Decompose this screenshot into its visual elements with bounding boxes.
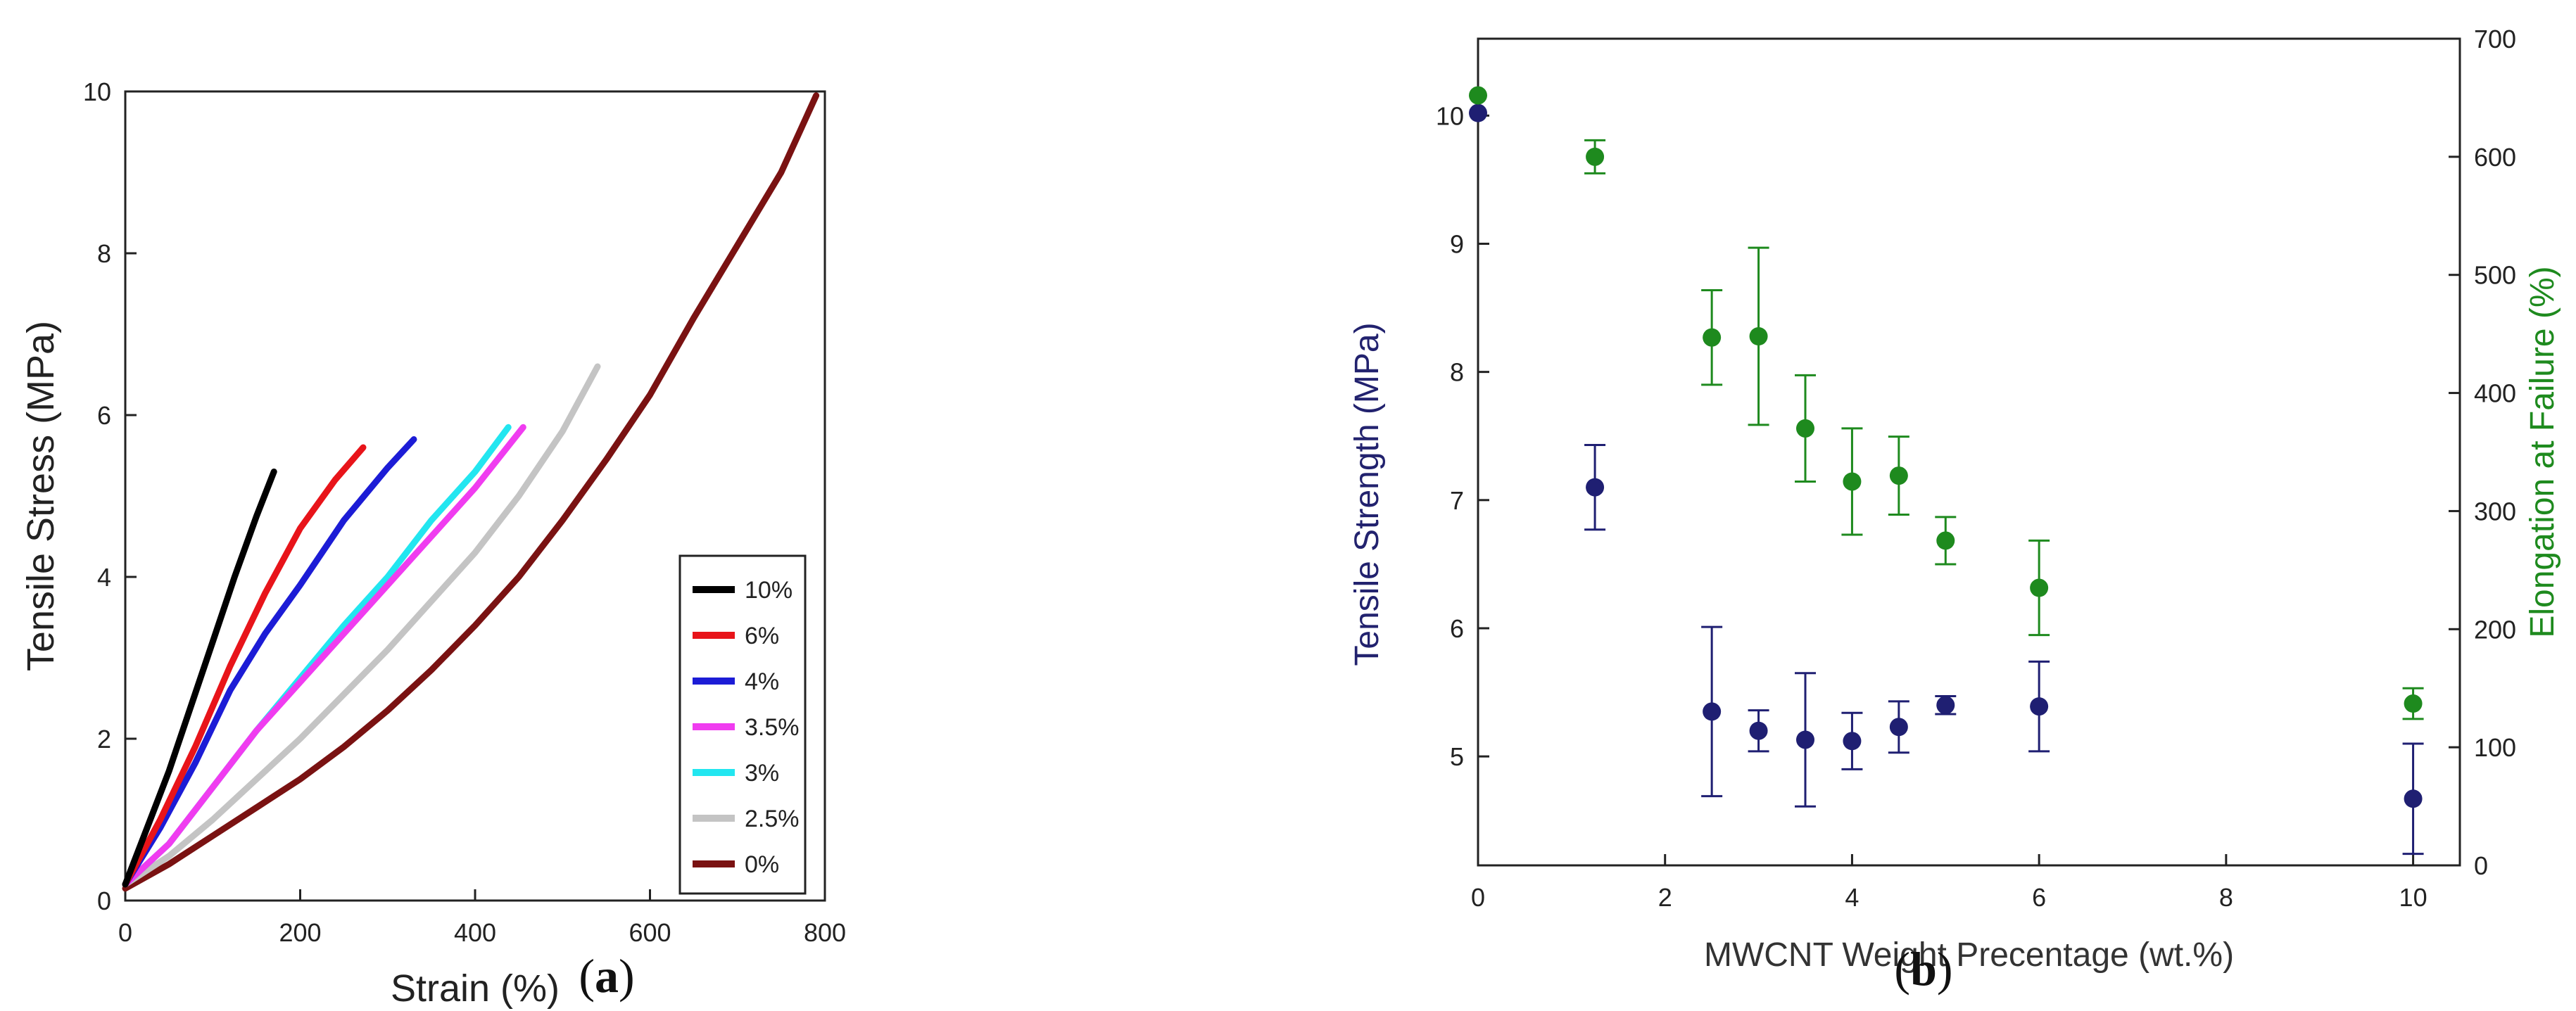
chart-a-stress-strain: 0 200 400 600 800 0 2 4 6 8 10 Strain (%) Tensile St… [20, 77, 846, 1010]
chart-b-y-axis-label: Tensile Strength (MPa) [1349, 322, 1386, 666]
chart-a-y-axis-label: Tensile Stress (MPa) [20, 321, 62, 671]
chart-b-x-tick-label-8: 8 [2219, 883, 2233, 912]
chart-a-legend-label-2-5: 2.5% [745, 806, 800, 832]
chart-b-x-tick-label-0: 0 [1471, 883, 1485, 912]
chart-b-y2-tick-label-500: 500 [2474, 261, 2516, 290]
chart-b-elongation-point-6 [2030, 578, 2049, 597]
chart-b-strength-point-0 [1469, 103, 1487, 122]
panel-label-a-open: ( [579, 949, 595, 1003]
chart-b-strength-point-5 [1936, 696, 1955, 715]
chart-b-strength-point-3-5 [1796, 730, 1814, 749]
panel-label-a-close: ) [619, 949, 635, 1003]
chart-a-legend-label-6: 6% [745, 623, 779, 649]
chart-b-y2-axis-label: Elongation at Failure (%) [2524, 266, 2561, 637]
chart-b-y-tick-label-8: 8 [1450, 358, 1464, 387]
chart-a-x-tick-label-0: 0 [118, 918, 132, 947]
chart-a-legend-label-10: 10% [745, 577, 793, 604]
chart-b-x-tick-label-6: 6 [2032, 883, 2046, 912]
chart-a-series-line-6 [122, 444, 367, 888]
chart-b-elongation-point-10 [2404, 694, 2423, 713]
chart-b-elongation-point-4 [1843, 472, 1862, 491]
chart-a-y-tick-label-8: 8 [97, 239, 111, 268]
chart-b-y-tick-label-9: 9 [1450, 229, 1464, 258]
chart-b-y-tick-label-6: 6 [1450, 614, 1464, 643]
chart-b-strength-point-1-25 [1586, 478, 1605, 497]
chart-a-x-tick-label-400: 400 [454, 918, 496, 947]
chart-a-series-line-3-5 [122, 424, 526, 888]
chart-b-y-tick-label-7: 7 [1450, 486, 1464, 515]
chart-a-x-tick-label-200: 200 [279, 918, 321, 947]
chart-a-series-line-3 [122, 424, 512, 888]
chart-a-legend-label-0: 0% [745, 851, 779, 878]
chart-a-y-tick-label-4: 4 [97, 563, 111, 592]
chart-b-strength-point-4-5 [1889, 718, 1908, 737]
chart-b-y2-tick-label-300: 300 [2474, 497, 2516, 526]
chart-b-x-tick-label-10: 10 [2399, 883, 2427, 912]
panel-label-b-letter: b [1910, 942, 1937, 996]
chart-b-y2-tick-label-200: 200 [2474, 615, 2516, 644]
chart-b-y2-tick-label-600: 600 [2474, 143, 2516, 172]
chart-b-y-tick-label-5: 5 [1450, 742, 1464, 771]
chart-a-y-tick-label-2: 2 [97, 725, 111, 754]
chart-b-strength-point-6 [2030, 697, 2049, 716]
chart-b-y2-tick-label-700: 700 [2474, 25, 2516, 53]
chart-b-y2-tick-label-100: 100 [2474, 733, 2516, 762]
chart-a-y-tick-label-6: 6 [97, 401, 111, 430]
panel-label-a: (a) [579, 949, 634, 1003]
chart-b-elongation-point-1-25 [1586, 147, 1605, 166]
panel-label-a-letter: a [595, 949, 619, 1003]
chart-b-x-tick-label-4: 4 [1845, 883, 1859, 912]
chart-a-series-line-4 [122, 436, 417, 888]
chart-a-y-tick-label-0: 0 [97, 886, 111, 915]
chart-a-series-line-0 [122, 92, 820, 892]
panel-label-b-close: ) [1937, 942, 1953, 996]
chart-b-strength-point-10 [2404, 789, 2423, 808]
chart-b-elongation-point-0 [1469, 86, 1487, 105]
chart-a-legend-label-4: 4% [745, 668, 779, 695]
chart-b-elongation-point-2-5 [1703, 328, 1722, 347]
svg-text:(a): (a) [579, 949, 634, 1003]
chart-b-elongation-point-5 [1936, 531, 1955, 550]
chart-a-x-tick-label-600: 600 [629, 918, 671, 947]
chart-b-elongation-point-3-5 [1796, 419, 1814, 438]
chart-b-strength-point-4 [1843, 732, 1862, 751]
chart-a-x-axis-label: Strain (%) [391, 967, 560, 1010]
panel-label-b: (b) [1894, 942, 1952, 996]
chart-b-elongation-point-4-5 [1889, 466, 1908, 485]
chart-b-strength-point-2-5 [1703, 702, 1722, 721]
chart-b-x-tick-label-2: 2 [1658, 883, 1672, 912]
chart-b-y2-tick-label-0: 0 [2474, 851, 2488, 880]
chart-b-x-axis-label: MWCNT Weight Precentage (wt.%) [1704, 936, 2234, 974]
chart-b-y2-tick-label-400: 400 [2474, 379, 2516, 408]
chart-b-strength-point-3 [1749, 721, 1768, 740]
chart-b-strength-elongation: 0 2 4 6 8 1056789100100200300400500600700MWCN… [1349, 25, 2561, 974]
chart-b-y-tick-label-10: 10 [1436, 101, 1464, 130]
chart-a-legend-label-3: 3% [745, 760, 779, 787]
svg-text:(b): (b) [1894, 942, 1952, 996]
chart-a-y-tick-label-10: 10 [83, 77, 111, 106]
chart-a-x-tick-label-800: 800 [804, 918, 846, 947]
panel-label-b-open: ( [1894, 942, 1910, 996]
chart-b-elongation-point-3 [1749, 327, 1768, 345]
chart-a-legend-label-3-5: 3.5% [745, 714, 800, 741]
chart-a-series-line-10 [122, 469, 277, 888]
chart-b-axes-box [1477, 37, 2461, 867]
chart-a-series-line-2-5 [122, 363, 601, 888]
